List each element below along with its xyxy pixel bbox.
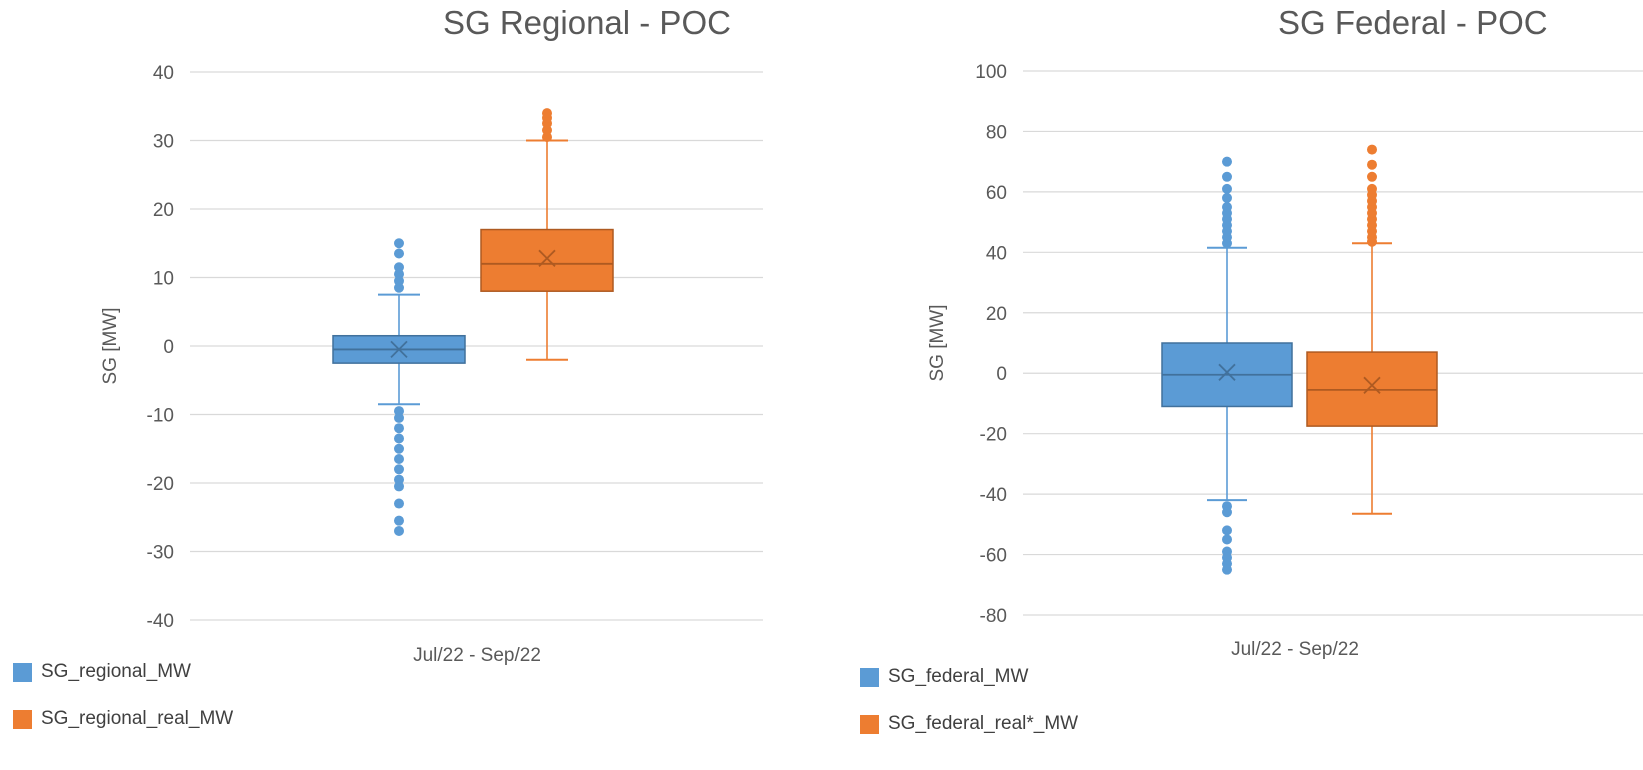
outlier-point [394, 443, 404, 454]
outlier-point [394, 238, 404, 249]
y-tick-label: 30 [153, 132, 174, 153]
y-tick-label: 0 [163, 337, 174, 358]
outlier-point [1222, 202, 1232, 212]
outlier-point [394, 433, 404, 444]
outlier-point [394, 423, 404, 434]
y-tick-label: -40 [980, 485, 1007, 506]
y-tick-label: 60 [986, 183, 1007, 204]
x-category-label: Jul/22 - Sep/22 [413, 645, 541, 666]
y-tick-label: -10 [147, 406, 174, 427]
outlier-point [1367, 171, 1377, 182]
outlier-point [394, 275, 404, 286]
legend: SG_federal_MW SG_federal_real*_MW [860, 666, 1078, 760]
y-tick-label: -30 [147, 543, 174, 564]
y-tick-label: 20 [986, 304, 1007, 325]
y-tick-label: -40 [147, 611, 174, 632]
outlier-point [394, 412, 404, 423]
mean-marker [1218, 363, 1236, 381]
chart-title: SG Federal - POC [1278, 4, 1548, 41]
y-tick-label: 0 [996, 364, 1007, 385]
outlier-point [1222, 183, 1232, 194]
y-tick-label: 40 [986, 243, 1007, 264]
legend-item-sg-regional-real: SG_regional_real_MW [13, 708, 233, 730]
outlier-point [1367, 144, 1377, 155]
y-tick-label: -80 [980, 606, 1007, 627]
outlier-point [1222, 192, 1232, 203]
outlier-point [394, 474, 404, 485]
outlier-point [1367, 159, 1377, 170]
legend-item-sg-federal: SG_federal_MW [860, 666, 1078, 688]
outlier-point [394, 248, 404, 259]
legend-swatch-orange [13, 709, 32, 729]
y-axis-title: SG [MW] [100, 307, 121, 384]
outlier-point [394, 282, 404, 293]
boxplot-federal: 100 80 60 40 20 0 -20 -40 -60 -80 SG [MW] Jul/22 - … [927, 62, 1643, 660]
y-tick-label: -20 [980, 425, 1007, 446]
outlier-point [542, 125, 552, 136]
chart-panel-federal: SG Federal - POC 100 80 60 40 20 0 -20 -40 -60 -8… [830, 0, 1643, 770]
outlier-point [1222, 171, 1232, 182]
y-axis-title: SG [MW] [927, 304, 948, 381]
chart-panel-regional: SG Regional - POC 40 30 20 10 0 -10 -20 -30 -40 S… [0, 0, 820, 770]
y-tick-label: 40 [153, 63, 174, 84]
outlier-point [542, 132, 552, 143]
outlier-point [1222, 534, 1232, 545]
legend-label: SG_regional_MW [41, 661, 191, 682]
legend-swatch-blue [860, 667, 879, 687]
legend: SG_regional_MW SG_regional_real_MW [13, 661, 233, 755]
outlier-point [394, 262, 404, 273]
outlier-point [394, 498, 404, 509]
legend-item-sg-regional: SG_regional_MW [13, 661, 233, 683]
outlier-point [1222, 507, 1232, 518]
legend-label: SG_federal_real*_MW [888, 713, 1079, 734]
outlier-point [394, 454, 404, 465]
y-tick-label: 100 [975, 62, 1007, 83]
mean-marker [538, 249, 556, 267]
outlier-point [1222, 156, 1232, 167]
outlier-point [394, 515, 404, 526]
outlier-point [394, 525, 404, 536]
x-category-label: Jul/22 - Sep/22 [1231, 639, 1359, 660]
outlier-point [394, 406, 404, 417]
legend-swatch-orange [860, 714, 879, 734]
outlier-point [394, 464, 404, 475]
outlier-point [1222, 525, 1232, 536]
legend-item-sg-federal-real: SG_federal_real*_MW [860, 713, 1078, 735]
y-tick-label: 80 [986, 122, 1007, 143]
outlier-point [1367, 183, 1377, 194]
outlier-point [542, 108, 552, 119]
legend-label: SG_regional_real_MW [41, 708, 234, 729]
legend-label: SG_federal_MW [888, 666, 1029, 687]
y-tick-label: -60 [980, 546, 1007, 567]
outlier-point [1222, 564, 1232, 575]
y-tick-label: 20 [153, 200, 174, 221]
mean-marker [390, 340, 408, 359]
outlier-point [394, 481, 404, 492]
boxplot-regional: 40 30 20 10 0 -10 -20 -30 -40 SG [MW] Jul/22 - Sep… [100, 63, 763, 666]
y-tick-label: -20 [147, 474, 174, 495]
mean-marker [1363, 376, 1381, 394]
y-tick-label: 10 [153, 269, 174, 290]
outlier-point [394, 269, 404, 280]
box-iqr [480, 228, 614, 292]
legend-swatch-blue [13, 662, 32, 682]
chart-title: SG Regional - POC [443, 4, 731, 41]
